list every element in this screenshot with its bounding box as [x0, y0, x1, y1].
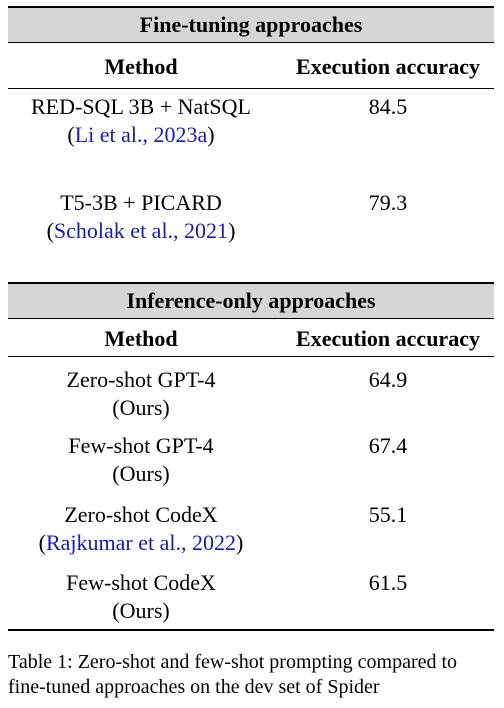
header-rule	[8, 356, 494, 357]
table-row-method: Zero-shot GPT-4 (Ours)	[8, 366, 274, 422]
section-rule	[8, 318, 494, 319]
column-header-accuracy: Execution accuracy	[296, 54, 480, 79]
section-rule	[8, 42, 494, 43]
column-header-method: Method	[104, 54, 178, 79]
table-row-accuracy: 67.4	[368, 433, 408, 458]
table-row-accuracy: 55.1	[368, 502, 408, 527]
citation: (Rajkumar et al., 2022)	[38, 530, 244, 555]
method-name: Few-shot GPT-4	[68, 433, 214, 458]
method-note: (Ours)	[112, 395, 170, 420]
table-row-method: Zero-shot CodeX (Rajkumar et al., 2022)	[8, 501, 274, 557]
method-name: T5-3B + PICARD	[60, 190, 222, 215]
citation-link[interactable]: Scholak et al., 2021	[53, 218, 229, 243]
table-row-accuracy: 64.9	[368, 367, 408, 392]
caption-text: Zero-shot and few-shot prompting compare…	[8, 651, 458, 698]
section-title-inference-only: Inference-only approaches	[8, 284, 494, 318]
table-row-method: T5-3B + PICARD (Scholak et al., 2021)	[8, 189, 274, 245]
table-row-method: RED-SQL 3B + NatSQL (Li et al., 2023a)	[8, 93, 274, 149]
section-title-fine-tuning: Fine-tuning approaches	[8, 8, 494, 42]
table-row-accuracy: 61.5	[368, 570, 408, 595]
caption-label: Table 1:	[8, 651, 73, 673]
method-note: (Ours)	[112, 461, 170, 486]
table-row-accuracy: 84.5	[368, 94, 408, 119]
table-row-method: Few-shot CodeX (Ours)	[8, 569, 274, 625]
citation-link[interactable]: Rajkumar et al., 2022	[45, 530, 236, 555]
method-name: RED-SQL 3B + NatSQL	[31, 94, 251, 119]
method-name: Zero-shot GPT-4	[66, 367, 216, 392]
citation: (Scholak et al., 2021)	[46, 218, 236, 243]
table-row-accuracy: 79.3	[368, 190, 408, 215]
column-header-accuracy: Execution accuracy	[296, 326, 480, 351]
method-name: Few-shot CodeX	[66, 570, 216, 595]
section-top-rule	[8, 282, 494, 284]
method-name: Zero-shot CodeX	[64, 502, 218, 527]
citation-link[interactable]: Li et al., 2023a	[74, 122, 208, 147]
top-rule	[8, 6, 494, 8]
column-header-method: Method	[104, 326, 178, 351]
citation: (Li et al., 2023a)	[67, 122, 215, 147]
table-caption: Table 1: Zero-shot and few-shot promptin…	[8, 650, 496, 700]
method-note: (Ours)	[112, 598, 170, 623]
table-row-method: Few-shot GPT-4 (Ours)	[8, 432, 274, 488]
header-rule	[8, 88, 494, 89]
bottom-rule	[8, 629, 494, 631]
